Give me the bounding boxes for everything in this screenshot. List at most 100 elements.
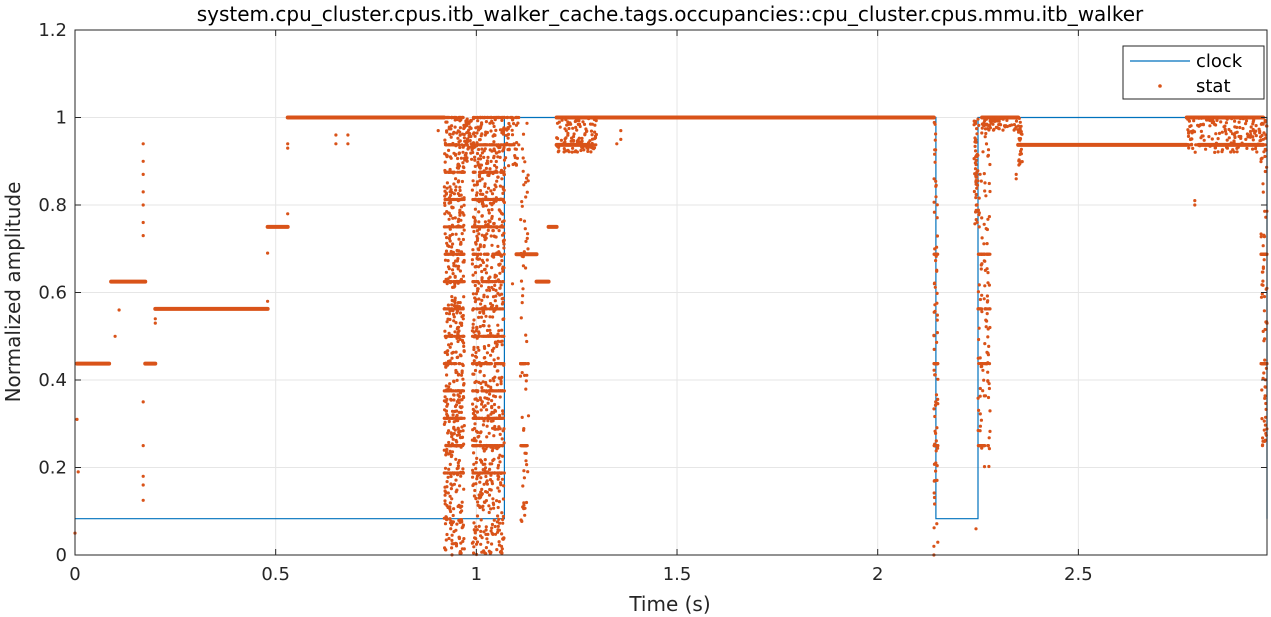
stat-point [480,233,484,237]
stat-point [455,304,459,308]
stat-point [471,475,475,479]
stat-point [987,386,992,391]
stat-point [480,298,484,302]
stat-point [934,132,938,136]
x-tick-label: 1.5 [663,564,692,585]
stat-point [443,258,448,262]
stat-point [451,413,455,417]
stat-point [494,288,498,292]
stat-point [986,335,990,339]
stat-point [1019,142,1023,146]
stat-point [458,444,462,448]
stat-point [451,242,455,246]
stat-point [984,325,988,329]
stat-point [593,123,597,127]
stat-point [501,521,505,525]
stat-point [975,127,979,131]
stat-point [501,269,505,273]
stat-point [444,538,448,542]
stat-point [500,511,504,515]
stat-point [982,394,986,398]
x-tick-label: 0.5 [261,564,290,585]
stat-point [934,449,938,453]
stat-point [1219,120,1223,124]
stat-point [973,161,978,165]
stat-point [483,416,487,420]
stat-point [453,330,457,334]
stat-point [556,115,560,120]
stat-point [500,259,504,263]
stat-point [479,315,484,319]
stat-point [933,285,937,289]
tick-labels: 0 0.5 1 1.5 2 2.5 0 0.2 0.4 0.6 0.8 1 1.2 [38,20,1092,585]
stat-point [559,138,564,142]
stat-point [446,259,450,263]
stat-point [1204,147,1208,151]
stat-point [487,285,491,290]
stat-point [986,444,991,448]
stat-point [452,393,456,397]
stat-point [445,516,449,520]
stat-point [445,120,449,124]
stat-point [475,229,479,233]
stat-point [483,304,487,308]
stat-point [490,119,494,123]
stat-point [497,263,501,267]
stat-point [1002,115,1006,120]
stat-point [461,377,465,381]
stat-point [478,458,483,462]
stat-point [482,244,486,248]
stat-point [445,241,449,245]
stat-point [1263,147,1267,151]
stat-point [1259,157,1263,161]
stat-point [452,362,456,366]
stat-point [481,462,485,466]
stat-point [485,232,489,236]
stat-point [475,183,479,187]
stat-point [457,225,461,229]
stat-point [615,142,619,146]
stat-point [456,267,460,271]
stat-point [500,224,504,228]
stat-point [472,170,476,174]
stat-point [455,248,459,253]
stat-point [473,134,477,138]
stat-point [1258,139,1262,143]
stat-point [473,155,477,159]
stat-point [1260,388,1264,392]
stat-point [477,147,481,152]
stat-point [470,262,474,266]
stat-point [153,321,157,325]
stat-point [1259,160,1263,164]
stat-point [477,348,481,352]
stat-point [986,395,991,400]
stat-point [442,362,446,366]
stat-point [456,220,460,224]
stat-point [461,260,465,264]
stat-point [973,136,977,140]
stat-point [450,409,455,413]
stat-point [474,389,478,393]
stat-point [986,370,990,374]
stat-point [566,131,570,135]
stat-point [935,269,939,273]
stat-point [496,477,500,481]
stat-point [477,496,481,500]
stat-point [450,303,454,307]
stat-point [594,115,599,120]
stat-point [934,195,938,199]
stat-point [460,500,464,504]
stat-point [469,151,473,155]
stat-point [473,354,478,358]
stat-point [932,526,936,530]
stat-point [462,416,466,420]
stat-point [113,334,117,338]
stat-point [1235,150,1239,154]
stat-point [933,281,937,285]
stat-point [1260,292,1264,296]
stat-point [571,135,576,139]
stat-point [520,371,524,375]
stat-point [492,170,496,174]
stat-point [932,333,936,337]
stat-point [447,343,451,347]
